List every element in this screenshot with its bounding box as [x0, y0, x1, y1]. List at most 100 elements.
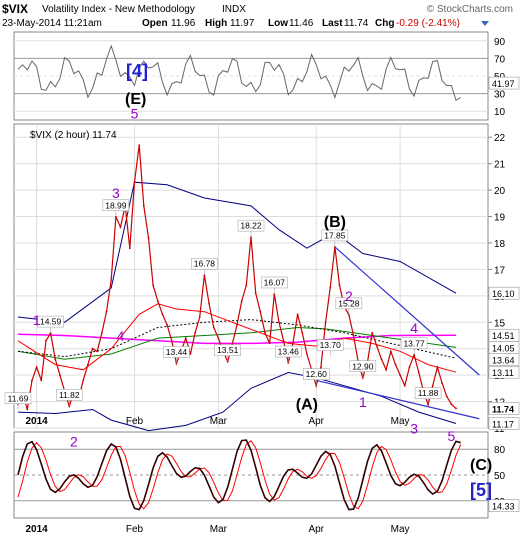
y-tick-label: 17 — [494, 265, 506, 276]
price-point — [142, 205, 145, 207]
x-tick-label-bottom: May — [391, 524, 410, 535]
price-point — [194, 331, 196, 334]
price-label-box — [191, 257, 218, 270]
chg-value: -0.29 (-2.41%) — [396, 18, 460, 29]
right-value-label: 13.11 — [492, 368, 514, 378]
price-label: 11.69 — [8, 393, 29, 403]
chart-datetime: 23-May-2014 11:21am — [2, 18, 102, 29]
price-point — [91, 347, 94, 350]
right-value-label: 11.17 — [492, 420, 514, 430]
price-panel-title: $VIX (2 hour) 11.74 — [30, 130, 117, 141]
rsi-wave-label: [4] — [126, 61, 148, 81]
rsi-e-label: (E) — [125, 91, 146, 108]
price-point — [455, 407, 457, 410]
price-point — [114, 215, 117, 218]
price-label: 12.90 — [352, 361, 374, 371]
stoch-tick-label: 50 — [494, 471, 506, 482]
rsi-tick-label: 90 — [494, 37, 506, 48]
price-label-box — [302, 368, 330, 380]
price-point — [417, 371, 420, 374]
price-point — [450, 403, 453, 406]
price-point — [320, 366, 322, 369]
price-point — [26, 408, 29, 411]
price-point — [352, 334, 355, 337]
price-point — [105, 310, 108, 313]
price-label: 12.60 — [306, 369, 328, 379]
wave-label: 2 — [70, 434, 78, 450]
price-point — [170, 339, 173, 342]
price-point — [189, 353, 192, 355]
price-point — [156, 300, 159, 303]
price-point — [254, 292, 257, 295]
price-label: 13.70 — [320, 340, 342, 350]
price-point — [138, 144, 141, 147]
price-label-box — [275, 345, 302, 358]
price-point — [82, 379, 85, 382]
price-point — [375, 345, 378, 347]
y-tick-label: 18 — [494, 239, 506, 250]
y-tick-label: 20 — [494, 186, 506, 197]
dropdown-arrow-icon[interactable] — [481, 21, 489, 26]
price-point — [282, 339, 285, 342]
price-point — [152, 284, 155, 287]
price-point — [166, 324, 169, 326]
y-tick-label: 19 — [494, 213, 506, 224]
price-point — [399, 374, 402, 377]
price-point — [306, 353, 308, 355]
price-point — [431, 384, 434, 387]
price-point — [212, 326, 215, 329]
price-point — [198, 316, 201, 318]
copyright-label: © StockCharts.com — [427, 4, 513, 15]
right-value-label: 11.74 — [492, 404, 514, 414]
open-label: Open — [142, 18, 168, 29]
price-point — [385, 368, 388, 371]
x-tick-label-bottom: Mar — [210, 524, 228, 535]
low-label: Low — [268, 18, 288, 29]
price-point — [403, 384, 406, 387]
price-label: 16.78 — [194, 259, 216, 269]
rsi-tick-label: 70 — [494, 54, 506, 65]
x-tick-label: May — [391, 416, 410, 427]
wave-label: 5 — [131, 106, 139, 122]
wave-label: 1 — [33, 312, 41, 328]
x-tick-label: Feb — [126, 416, 144, 427]
price-point — [329, 286, 332, 289]
time-axis: 2014 2014 Feb Feb Mar Mar Apr Apr May May — [26, 416, 410, 535]
price-label: 13.77 — [403, 338, 425, 348]
price-point — [371, 331, 374, 334]
right-value-box — [488, 286, 520, 300]
last-label: Last — [322, 18, 343, 29]
price-point — [147, 236, 150, 239]
price-point — [128, 247, 131, 250]
price-point — [31, 379, 33, 382]
price-point — [35, 366, 38, 369]
price-label-box — [237, 219, 265, 232]
high-value: 11.97 — [230, 18, 255, 29]
rsi-value-box — [488, 76, 520, 90]
y-tick-label: 15 — [494, 318, 506, 329]
price-point — [184, 337, 187, 340]
price-label-box — [414, 387, 442, 399]
x-tick-label-bottom: Feb — [126, 524, 144, 535]
rsi-tick-label: 30 — [494, 90, 506, 101]
price-point — [380, 358, 383, 361]
wave-label: 4 — [410, 320, 418, 336]
price-point — [445, 395, 448, 398]
price-label: 18.22 — [240, 221, 262, 231]
price-label: 11.82 — [59, 390, 80, 400]
price-label: 11.88 — [418, 388, 439, 398]
price-point — [45, 339, 47, 342]
price-label: 15.28 — [338, 298, 360, 308]
wave-label: 3 — [410, 420, 418, 436]
price-point — [110, 279, 113, 281]
price-point — [324, 321, 327, 324]
price-label-box — [400, 337, 428, 350]
stoch-value-box — [488, 499, 520, 512]
chg-label: Chg — [375, 18, 394, 29]
price-point — [96, 350, 99, 353]
stoch-main-line — [17, 439, 461, 511]
price-label-box — [102, 199, 130, 212]
price-point — [408, 366, 411, 369]
price-point — [236, 324, 238, 326]
price-point — [161, 313, 164, 316]
